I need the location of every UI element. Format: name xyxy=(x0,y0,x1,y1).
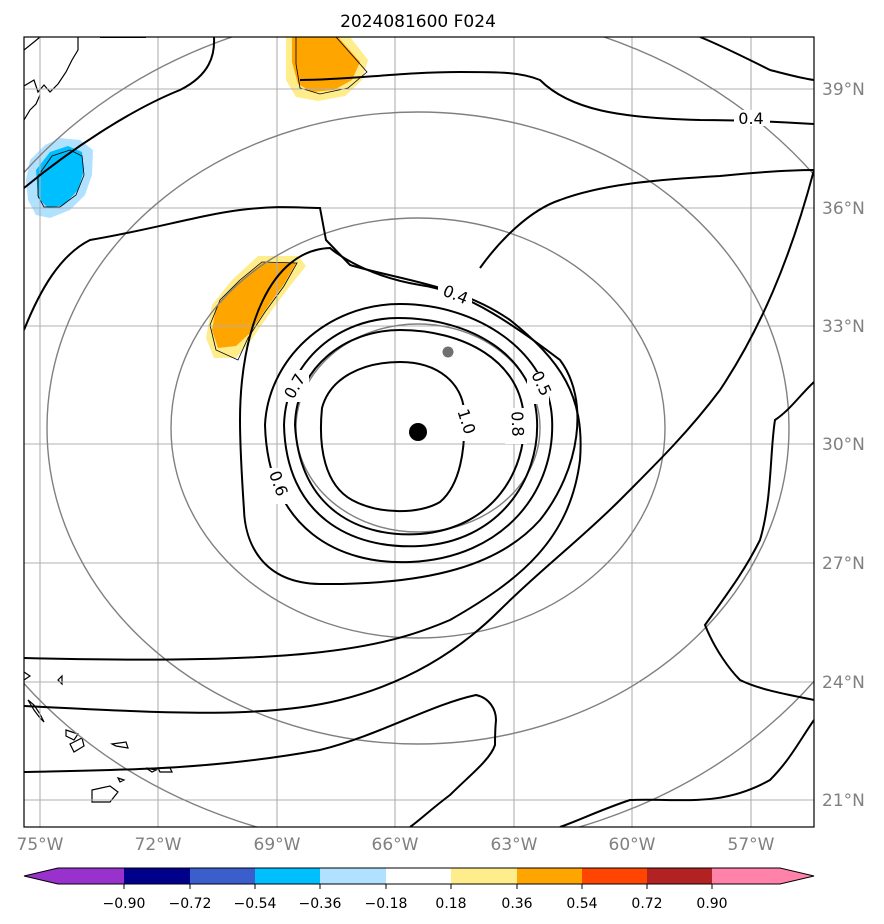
contour-label-bg xyxy=(438,286,472,304)
contour-label-bg xyxy=(283,370,309,402)
secondary-position-marker xyxy=(442,346,454,358)
contour-lines xyxy=(24,37,814,827)
contour-0-75 xyxy=(282,316,539,548)
colorbar-segment-9 xyxy=(647,868,712,884)
lat-label-39n: 39°N xyxy=(822,80,865,100)
colorbar-labels: −0.90 −0.72 −0.54 −0.36 −0.18 0.18 0.36 … xyxy=(103,896,728,912)
colorbar-label-036: 0.36 xyxy=(501,896,532,912)
colorbar-segment-10 xyxy=(712,868,814,884)
lat-label-30n: 30°N xyxy=(822,435,865,455)
colorbar-ticks xyxy=(123,884,713,889)
contour-label-bg xyxy=(266,468,288,504)
contour-0-3-ne xyxy=(699,37,814,81)
lat-label-21n: 21°N xyxy=(822,791,865,811)
lat-lon-grid xyxy=(24,37,814,827)
us-coastline xyxy=(24,37,79,121)
contour-label-bg xyxy=(734,110,770,126)
contour-0-3-se xyxy=(559,719,814,827)
contour-label-bg xyxy=(454,405,476,441)
contour-label-bg xyxy=(505,408,527,444)
range-ring-3 xyxy=(46,111,790,745)
contour-label-bg xyxy=(527,372,549,404)
negative-anomaly-outline xyxy=(37,149,85,208)
lon-label-72w: 72°W xyxy=(135,835,182,855)
contour-0-4-east xyxy=(24,693,498,827)
lon-label-57w: 57°W xyxy=(728,835,775,855)
contour-0-4-north xyxy=(24,37,814,189)
colorbar-outline xyxy=(23,867,815,885)
contour-1-0 xyxy=(319,360,466,513)
longitude-axis: 75°W 72°W 69°W 66°W 63°W 60°W 57°W xyxy=(17,835,775,855)
colorbar-label-neg018: −0.18 xyxy=(365,896,408,912)
contour-0-4-ne xyxy=(479,169,814,269)
colorbar-label-neg090: −0.90 xyxy=(103,896,146,912)
colorbar-segment-4 xyxy=(320,868,386,884)
colorbar-segment-2 xyxy=(190,868,255,884)
contour-0-4-mid xyxy=(24,169,814,714)
colorbar-segment-8 xyxy=(582,868,647,884)
colorbar: −0.90 −0.72 −0.54 −0.36 −0.18 0.18 0.36 … xyxy=(23,867,815,912)
map-frame xyxy=(23,36,815,828)
colorbar-segment-5 xyxy=(386,868,451,884)
lon-label-63w: 63°W xyxy=(491,835,538,855)
colorbar-label-neg036: −0.36 xyxy=(299,896,342,912)
map-panel: 0.4 0.4 0.5 0.6 0.7 0.8 1.0 75 xyxy=(17,36,865,855)
positive-anomaly-outline-2 xyxy=(209,261,298,361)
lat-label-33n: 33°N xyxy=(822,317,865,337)
colorbar-segment-6 xyxy=(451,868,517,884)
contour-0-7 xyxy=(263,302,554,564)
lat-label-24n: 24°N xyxy=(822,673,865,693)
lat-label-36n: 36°N xyxy=(822,199,865,219)
contour-0-5 xyxy=(24,206,582,661)
lon-label-69w: 69°W xyxy=(254,835,301,855)
colorbar-segment-0 xyxy=(24,868,124,884)
contour-label-04-north: 0.4 xyxy=(738,109,763,128)
positive-anomaly-patch-2 xyxy=(212,263,296,348)
range-ring-2 xyxy=(170,217,666,639)
bahamas-islands xyxy=(24,671,173,803)
figure-title: 2024081600 F024 xyxy=(340,12,496,32)
coastlines xyxy=(24,37,173,803)
lon-label-60w: 60°W xyxy=(609,835,656,855)
colorbar-label-neg072: −0.72 xyxy=(169,896,212,912)
colorbar-label-054: 0.54 xyxy=(566,896,597,912)
contour-label-08: 0.8 xyxy=(508,411,528,437)
lat-label-27n: 27°N xyxy=(822,554,865,574)
positive-anomaly-outline xyxy=(295,37,368,95)
colorbar-segment-7 xyxy=(517,868,582,884)
colorbar-label-018: 0.18 xyxy=(435,896,466,912)
colorbar-segment-3 xyxy=(255,868,320,884)
lon-label-75w: 75°W xyxy=(17,835,64,855)
lon-label-66w: 66°W xyxy=(372,835,419,855)
colorbar-label-090: 0.90 xyxy=(696,896,727,912)
colorbar-label-072: 0.72 xyxy=(631,896,662,912)
latitude-axis: 39°N 36°N 33°N 30°N 27°N 24°N 21°N xyxy=(822,80,865,811)
colorbar-label-neg054: −0.54 xyxy=(234,896,277,912)
range-rings xyxy=(24,37,814,827)
contour-0-3-east xyxy=(703,381,814,701)
contour-0-6 xyxy=(238,246,579,586)
anomaly-shading xyxy=(26,37,368,361)
storm-center-marker xyxy=(409,423,427,441)
colorbar-segment-1 xyxy=(124,868,190,884)
